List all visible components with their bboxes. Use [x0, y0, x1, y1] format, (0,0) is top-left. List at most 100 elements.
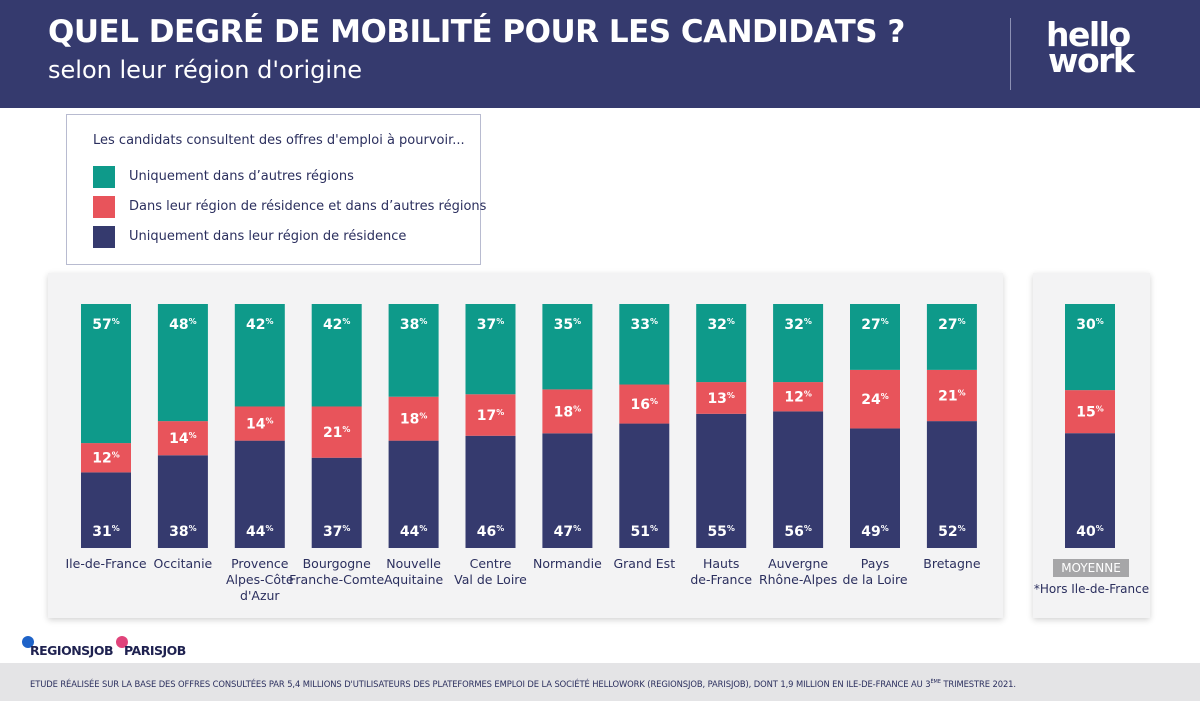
- bar-segment-other-regions-2: [234, 304, 285, 407]
- bar-segment-own-region-6: [542, 433, 593, 548]
- page-title: QUEL DEGRÉ DE MOBILITÉ POUR LES CANDIDAT…: [48, 14, 905, 50]
- category-label: Ile-de-France: [65, 556, 146, 571]
- data-label-both-9: 12%: [784, 390, 812, 406]
- legend-swatch-teal: [93, 166, 115, 188]
- bar-segment-own-region-4: [388, 440, 439, 548]
- average-badge: MOYENNE: [1053, 559, 1129, 577]
- bar-segment-own-region-average: [1065, 433, 1115, 548]
- legend-intro: Les candidats consultent des offres d'em…: [93, 133, 465, 148]
- data-label-both-average: 15%: [1076, 405, 1104, 421]
- data-label-both-6: 18%: [554, 404, 582, 420]
- data-label-other-regions-7: 33%: [631, 317, 659, 333]
- data-label-other-regions-4: 38%: [400, 317, 428, 333]
- regionsjob-bubble-icon: [22, 636, 34, 648]
- category-label: Occitanie: [154, 556, 213, 571]
- footer-note-sup: ÈME: [930, 679, 941, 686]
- bar-segment-own-region-2: [234, 440, 285, 548]
- category-label: Pays de la Loire: [842, 556, 907, 587]
- footer-note: ETUDE RÉALISÉE SUR LA BASE DES OFFRES CO…: [30, 679, 1016, 689]
- parisjob-logo: PARISJOB: [116, 636, 196, 660]
- data-label-other-regions-average: 30%: [1076, 317, 1104, 333]
- data-label-other-regions-3: 42%: [323, 317, 351, 333]
- data-label-other-regions-9: 32%: [784, 317, 812, 333]
- bar-segment-own-region-3: [311, 457, 362, 548]
- data-label-both-3: 21%: [323, 425, 351, 441]
- data-label-other-regions-1: 48%: [169, 317, 197, 333]
- data-label-both-7: 16%: [631, 397, 659, 413]
- bar-segment-both-3: [311, 406, 362, 458]
- regionsjob-wordmark: REGIONSJOB: [30, 643, 113, 658]
- data-label-both-2: 14%: [246, 417, 274, 433]
- data-label-own-region-2: 44%: [246, 524, 274, 540]
- data-label-both-5: 17%: [477, 408, 505, 424]
- bar-segment-other-regions-average: [1065, 304, 1115, 391]
- legend-label: Dans leur région de résidence et dans d’…: [129, 199, 487, 214]
- bar-segment-other-regions-7: [619, 304, 670, 385]
- bar-segment-own-region-10: [850, 428, 900, 548]
- bar-segment-other-regions-1: [157, 304, 208, 422]
- average-footnote: *Hors Ile-de-France: [1033, 582, 1150, 596]
- data-label-own-region-10: 49%: [861, 524, 889, 540]
- data-label-other-regions-10: 27%: [861, 317, 889, 333]
- data-label-other-regions-8: 32%: [707, 317, 735, 333]
- data-label-both-10: 24%: [861, 392, 889, 408]
- bar-segment-own-region-11: [926, 421, 977, 548]
- bar-segment-other-regions-0: [81, 304, 131, 444]
- bar-segment-both-2: [234, 406, 285, 441]
- bar-segment-other-regions-3: [311, 304, 362, 407]
- data-label-own-region-9: 56%: [784, 524, 812, 540]
- legend-swatch-red: [93, 196, 115, 218]
- bar-segment-own-region-9: [773, 411, 824, 548]
- data-label-both-0: 12%: [92, 451, 120, 467]
- data-label-both-1: 14%: [169, 431, 197, 447]
- category-label: Hauts de-France: [690, 556, 752, 587]
- bar-segment-own-region-8: [696, 413, 747, 548]
- regionsjob-logo: REGIONSJOB: [22, 636, 122, 660]
- bar-segment-other-regions-10: [850, 304, 900, 370]
- data-label-other-regions-6: 35%: [554, 317, 582, 333]
- bar-segment-other-regions-4: [388, 304, 439, 397]
- category-label: Provence Alpes-Côte d'Azur: [226, 556, 294, 603]
- header-banner: QUEL DEGRÉ DE MOBILITÉ POUR LES CANDIDAT…: [0, 0, 1200, 108]
- bar-segment-both-7: [619, 384, 670, 424]
- data-label-both-8: 13%: [707, 391, 735, 407]
- category-label: Nouvelle Aquitaine: [384, 556, 444, 587]
- bar-segment-other-regions-8: [696, 304, 747, 383]
- data-label-own-region-6: 47%: [554, 524, 582, 540]
- data-label-own-region-7: 51%: [631, 524, 659, 540]
- bar-segment-both-4: [388, 396, 439, 441]
- bar-segment-own-region-5: [465, 435, 516, 548]
- bar-segment-both-0: [81, 443, 131, 473]
- bar-segment-both-9: [773, 382, 824, 412]
- hellowork-logo-line2: work: [1048, 41, 1135, 80]
- category-label: Auvergne Rhône-Alpes: [759, 556, 837, 587]
- bar-segment-own-region-0: [81, 472, 131, 548]
- bar-segment-both-11: [926, 369, 977, 422]
- bar-segment-other-regions-5: [465, 304, 516, 395]
- bar-segment-other-regions-11: [926, 304, 977, 370]
- bar-segment-both-6: [542, 389, 593, 434]
- parisjob-wordmark: PARISJOB: [124, 643, 186, 658]
- bar-segment-both-10: [850, 369, 900, 429]
- bar-segment-other-regions-9: [773, 304, 824, 383]
- data-label-own-region-5: 46%: [477, 524, 505, 540]
- legend-box: Les candidats consultent des offres d'em…: [66, 114, 486, 265]
- category-label: Bourgogne Franche-Comte: [289, 556, 384, 587]
- footer-note-end: TRIMESTRE 2021.: [940, 679, 1016, 689]
- data-label-other-regions-5: 37%: [477, 317, 505, 333]
- data-label-both-11: 21%: [938, 389, 966, 405]
- legend-label: Uniquement dans leur région de résidence: [129, 229, 407, 244]
- category-label: Bretagne: [923, 556, 981, 571]
- data-label-own-region-11: 52%: [938, 524, 966, 540]
- bar-segment-both-average: [1065, 390, 1115, 434]
- bar-segment-other-regions-6: [542, 304, 593, 390]
- data-label-own-region-1: 38%: [169, 524, 197, 540]
- footer-note-main: ETUDE RÉALISÉE SUR LA BASE DES OFFRES CO…: [30, 679, 931, 689]
- bar-segment-both-1: [157, 421, 208, 456]
- data-label-other-regions-11: 27%: [938, 317, 966, 333]
- data-label-other-regions-0: 57%: [92, 317, 120, 333]
- data-label-own-region-average: 40%: [1076, 524, 1104, 540]
- bar-segment-own-region-7: [619, 423, 670, 548]
- category-label: Grand Est: [613, 556, 675, 571]
